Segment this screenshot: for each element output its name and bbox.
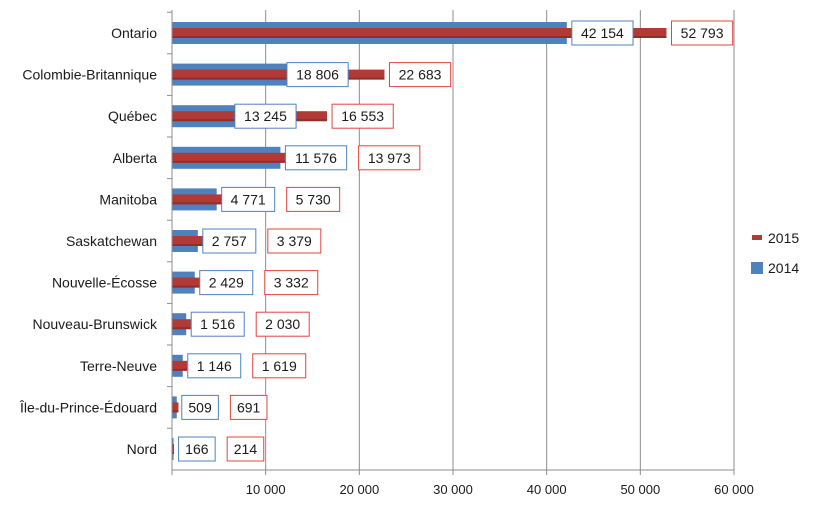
category-label-colombie-britannique: Colombie-Britannique [22, 67, 157, 83]
x-tick-label: 60 000 [714, 482, 754, 497]
bar-2015-nord [172, 444, 175, 454]
legend-label-2015: 2015 [768, 230, 799, 246]
legend-swatch-2014 [751, 262, 763, 274]
data-label-2014-terre-neuve-box [187, 353, 242, 379]
bar-2015-shade-nouvelle-ecosse [172, 285, 204, 288]
data-labels: 42 154 52 793 18 806 22 683 13 245 16 553 11 5… [178, 20, 734, 462]
data-label-2015-colombie-britannique-box [388, 62, 452, 88]
bar-2015-saskatchewan [172, 236, 204, 246]
data-label-2014-saskatchewan: 2 757 [212, 233, 247, 249]
data-label-2015-terre-neuve: 1 619 [262, 358, 297, 374]
category-label-ontario: Ontario [111, 25, 157, 41]
category-label-nouvelle-ecosse: Nouvelle-Écosse [52, 275, 157, 291]
data-label-2015-nouveau-brunswick: 2 030 [265, 316, 300, 332]
data-label-2015-ile-du-prince-edouard-box [229, 394, 268, 420]
bar-2015-shade-saskatchewan [172, 244, 204, 246]
x-tick-label: 20 000 [339, 482, 379, 497]
x-tick-label: 30 000 [433, 482, 473, 497]
bar-2015-shade-terre-neuve [172, 368, 188, 371]
data-label-2014-colombie-britannique: 18 806 [296, 67, 339, 83]
x-tick-label: 10 000 [246, 482, 286, 497]
data-label-2014-alberta: 11 576 [295, 150, 337, 166]
bar-2015-shade-manitoba [172, 202, 226, 205]
data-label-2015-quebec: 16 553 [341, 108, 384, 124]
data-label-2015-nouvelle-ecosse-box [264, 270, 319, 296]
data-label-2015-colombie-britannique: 22 683 [399, 67, 442, 83]
data-label-2015-nouvelle-ecosse: 3 332 [274, 275, 309, 291]
data-label-2014-ontario: 42 154 [581, 25, 624, 41]
x-tick-label: 50 000 [620, 482, 660, 497]
category-label-quebec: Québec [108, 108, 157, 124]
data-label-2014-nord-box [178, 436, 216, 462]
data-label-2014-nouveau-brunswick-box [190, 311, 245, 337]
data-label-2015-ile-du-prince-edouard: 691 [237, 399, 261, 415]
category-label-nord: Nord [127, 441, 157, 457]
data-label-2015-nouveau-brunswick-box [255, 311, 310, 337]
data-label-2014-nouvelle-ecosse: 2 429 [209, 275, 244, 291]
bar-2015-colombie-britannique [172, 69, 385, 80]
data-label-2014-terre-neuve: 1 146 [197, 358, 232, 374]
data-label-2014-ile-du-prince-edouard: 509 [188, 399, 212, 415]
category-label-manitoba: Manitoba [99, 191, 157, 207]
data-label-2015-terre-neuve-box [252, 353, 307, 379]
legend-label-2014: 2014 [768, 260, 799, 276]
data-label-2014-nord: 166 [185, 441, 209, 457]
data-label-2014-quebec-box [234, 103, 297, 129]
bar-2015-ontario [172, 28, 667, 38]
data-label-2015-manitoba-box [286, 186, 341, 212]
bar-2015-shade-colombie-britannique [172, 77, 385, 80]
data-label-2015-nord: 214 [234, 441, 258, 457]
legend: 2015 2014 [751, 230, 799, 276]
data-label-2014-ile-du-prince-edouard-box [181, 394, 219, 420]
data-label-2015-alberta: 13 973 [368, 150, 411, 166]
data-label-2014-manitoba-box [221, 186, 276, 212]
data-label-2014-quebec: 13 245 [244, 108, 287, 124]
category-label-ile-du-prince-edouard: Île-du-Prince-Édouard [19, 399, 157, 415]
data-label-2014-saskatchewan-box [202, 228, 257, 254]
bar-2015-ile-du-prince-edouard [172, 402, 179, 413]
bar-2015-manitoba [172, 194, 226, 205]
data-label-2014-nouvelle-ecosse-box [199, 270, 254, 296]
data-label-2015-saskatchewan: 3 379 [277, 233, 312, 249]
category-label-alberta: Alberta [113, 150, 158, 166]
data-label-2015-nord-box [226, 436, 265, 462]
bar-2015-alberta [172, 152, 303, 163]
bar-2015-shade-alberta [172, 160, 303, 163]
data-label-2015-ontario-box [670, 20, 734, 46]
bar-2015-shade-nord [172, 452, 175, 454]
data-label-2014-alberta-box [284, 145, 348, 171]
data-label-2014-ontario-box [571, 20, 634, 46]
category-label-nouveau-brunswick: Nouveau-Brunswick [33, 316, 158, 332]
bar-2015-shade-ile-du-prince-edouard [172, 410, 179, 413]
legend-swatch-2015 [752, 235, 762, 240]
category-label-saskatchewan: Saskatchewan [66, 233, 157, 249]
x-tick-label: 40 000 [527, 482, 567, 497]
data-label-2015-alberta-box [358, 145, 421, 171]
data-label-2014-colombie-britannique-box [286, 62, 349, 88]
axes: 10 000 20 000 30 000 40 000 50 000 60 000 Onta… [19, 10, 754, 497]
data-label-2015-manitoba: 5 730 [296, 191, 331, 207]
bar-2015-shade-nouveau-brunswick [172, 327, 192, 330]
bar-2015-nouvelle-ecosse [172, 277, 204, 288]
data-label-2015-quebec-box [331, 103, 394, 129]
category-label-terre-neuve: Terre-Neuve [80, 358, 157, 374]
data-label-2015-ontario: 52 793 [681, 25, 724, 41]
data-label-2014-nouveau-brunswick: 1 516 [200, 316, 235, 332]
data-label-2014-manitoba: 4 771 [231, 191, 266, 207]
bar-2015-nouveau-brunswick [172, 319, 192, 330]
data-label-2015-saskatchewan-box [267, 228, 322, 254]
bar-2015-terre-neuve [172, 360, 188, 371]
gridlines [265, 10, 735, 470]
bar-2015-shade-ontario [172, 36, 667, 38]
